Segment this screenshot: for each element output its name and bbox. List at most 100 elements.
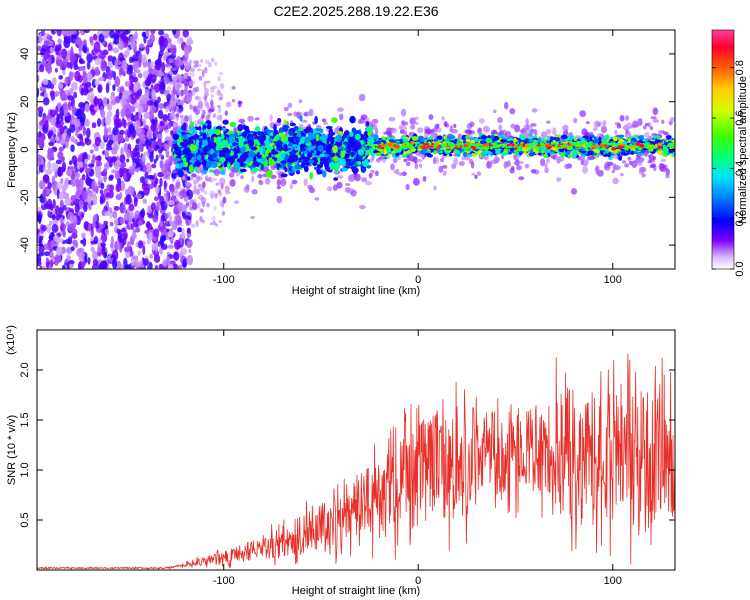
spectrogram-cell bbox=[71, 72, 76, 77]
spectrogram-cell bbox=[266, 145, 271, 150]
spectrogram-cell bbox=[68, 160, 73, 166]
spectrogram-cell bbox=[215, 182, 220, 186]
spectrogram-cell bbox=[37, 87, 40, 98]
spectrogram-cell bbox=[310, 139, 315, 144]
spectrogram-cell bbox=[151, 163, 157, 169]
spectrogram-cell bbox=[222, 196, 227, 204]
spectrogram-cell bbox=[153, 83, 161, 93]
spectrogram-cell bbox=[125, 30, 131, 35]
spectrogram-cell bbox=[199, 187, 204, 191]
spectrogram-cell bbox=[621, 160, 627, 164]
spectrogram-cell bbox=[365, 180, 372, 186]
spectrogram-cell bbox=[510, 123, 516, 129]
spectrogram-cell bbox=[155, 205, 160, 212]
spectrogram-cell bbox=[190, 90, 196, 97]
spectrogram-cell bbox=[336, 181, 343, 189]
spectrogram-cell bbox=[647, 160, 653, 164]
spectrogram-cell bbox=[138, 141, 143, 153]
spectrogram-cell bbox=[313, 149, 317, 155]
spectrogram-cell bbox=[276, 133, 280, 141]
spectrogram-cell bbox=[100, 110, 106, 119]
spectrogram-cell bbox=[37, 213, 42, 223]
spectrogram-cell bbox=[321, 118, 327, 123]
spectrogram-cell bbox=[112, 258, 118, 269]
spectrogram-cell bbox=[42, 62, 47, 67]
spectrogram-cell bbox=[340, 150, 347, 155]
spectrogram-cell bbox=[163, 192, 169, 197]
spectrogram-cell bbox=[546, 120, 551, 124]
spectrogram-cell bbox=[109, 222, 114, 227]
spectrogram-cell bbox=[85, 177, 91, 186]
spectrogram-cell bbox=[168, 58, 174, 64]
spectrogram-cell bbox=[49, 83, 55, 90]
spectrogram-cell bbox=[58, 112, 64, 119]
spectrogram-cell bbox=[600, 125, 607, 134]
spectrogram-cell bbox=[143, 33, 147, 44]
spectrogram-cell bbox=[181, 189, 187, 194]
spectrogram-cell bbox=[58, 146, 64, 152]
spectrogram-cell bbox=[219, 156, 226, 163]
spectrogram-cell bbox=[170, 108, 175, 114]
spectrogram-cell bbox=[37, 136, 45, 145]
spectrogram-cell bbox=[54, 253, 62, 264]
spectrogram-cell bbox=[78, 251, 86, 263]
spectrogram-cell bbox=[204, 190, 208, 195]
spectrogram-cell bbox=[90, 94, 94, 106]
spectrogram-cell bbox=[214, 192, 218, 199]
spectrogram-cell bbox=[201, 219, 205, 224]
spectrogram-cell bbox=[126, 148, 131, 159]
spectrogram-cell bbox=[103, 162, 110, 170]
spectrogram-cell bbox=[43, 243, 49, 251]
spectrogram-cell bbox=[525, 123, 530, 130]
spectrogram-cell bbox=[659, 163, 666, 169]
spectrogram-cell bbox=[84, 103, 90, 113]
spectrogram-cell bbox=[174, 197, 179, 203]
spectrogram-cell bbox=[82, 126, 87, 136]
spectrogram-cell bbox=[86, 127, 91, 139]
spectrogram-cell bbox=[493, 109, 497, 114]
spectrogram-cell bbox=[99, 141, 105, 150]
spectrogram-cell bbox=[474, 174, 478, 179]
spectrogram-cell bbox=[101, 30, 109, 37]
spectrogram-cell bbox=[183, 99, 187, 103]
spectrogram-cell bbox=[89, 87, 94, 92]
spectrogram-cell bbox=[189, 67, 196, 72]
spectrogram-cell bbox=[37, 259, 42, 266]
spectrogram-cell bbox=[57, 43, 62, 51]
spectrogram-cell bbox=[400, 108, 407, 117]
spectrogram-cell bbox=[619, 114, 625, 122]
spectrogram-cell bbox=[163, 180, 167, 191]
spectrogram-cell bbox=[192, 135, 199, 139]
spectrogram-cell bbox=[92, 194, 98, 206]
spectrogram-cell bbox=[45, 62, 50, 72]
spectrogram-cell bbox=[94, 136, 102, 147]
spectrogram-cell bbox=[129, 56, 134, 64]
spectrogram-cell bbox=[211, 216, 216, 222]
spectrogram-cell bbox=[301, 161, 306, 168]
spectrogram-cell bbox=[123, 119, 127, 129]
spectrogram-cell bbox=[661, 119, 665, 124]
spectrogram-cell bbox=[186, 241, 193, 249]
spectrogram-cell bbox=[164, 189, 168, 193]
spectrogram-cell bbox=[150, 175, 155, 180]
spectrogram-cell bbox=[210, 176, 213, 184]
spectrogram-cell bbox=[142, 245, 146, 256]
spectrogram-cell bbox=[191, 156, 195, 165]
spectrogram-cell bbox=[176, 98, 180, 106]
spectrogram-cell bbox=[49, 90, 56, 97]
spectrogram-cell bbox=[132, 60, 139, 71]
spectrogram-cell bbox=[189, 154, 193, 159]
spectrogram-cell bbox=[107, 134, 112, 140]
spectrogram-cell bbox=[153, 196, 160, 202]
spectrogram-cell bbox=[289, 122, 296, 127]
spectrogram-cell bbox=[84, 158, 88, 164]
spectrogram-cell bbox=[62, 69, 66, 76]
spectrogram-cell bbox=[207, 61, 212, 68]
spectrogram-cell bbox=[146, 76, 151, 86]
spectrogram-cell bbox=[173, 122, 177, 128]
spectrogram-cell bbox=[291, 179, 298, 185]
spectrogram-cell bbox=[141, 208, 145, 218]
spectrogram-cell bbox=[518, 176, 525, 181]
spectrogram-cell bbox=[239, 168, 247, 173]
spectrogram-cell bbox=[157, 171, 165, 178]
